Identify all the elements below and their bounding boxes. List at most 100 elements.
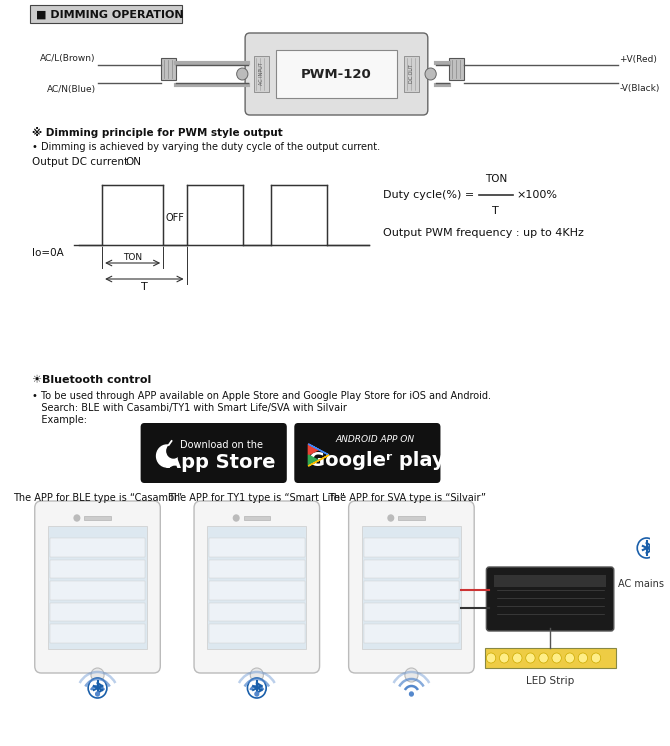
Bar	[50, 624, 145, 643]
Polygon shape	[308, 455, 329, 466]
Text: The APP for TY1 type is “Smart Life”: The APP for TY1 type is “Smart Life”	[168, 493, 345, 503]
Text: Io=0A: Io=0A	[32, 248, 64, 258]
Bar	[405, 56, 419, 92]
Bar	[276, 50, 397, 98]
Text: OFF: OFF	[165, 213, 184, 223]
Circle shape	[237, 68, 248, 80]
Circle shape	[578, 653, 588, 663]
Circle shape	[552, 653, 561, 663]
Bar	[209, 560, 305, 578]
Text: Output PWM frequency : up to 4KHz: Output PWM frequency : up to 4KHz	[383, 228, 584, 238]
Circle shape	[405, 668, 418, 682]
Text: Example:: Example:	[32, 415, 87, 425]
Circle shape	[247, 678, 266, 698]
Circle shape	[251, 668, 263, 682]
Bar	[450, 58, 464, 81]
Circle shape	[74, 515, 80, 521]
Polygon shape	[308, 455, 319, 466]
Circle shape	[565, 653, 574, 663]
Text: Search: BLE with Casambi/TY1 with Smart Life/SVA with Silvair: Search: BLE with Casambi/TY1 with Smart …	[32, 403, 347, 413]
Circle shape	[409, 692, 413, 696]
FancyBboxPatch shape	[294, 423, 440, 483]
Bar	[244, 516, 270, 520]
Circle shape	[388, 515, 393, 521]
Bar	[271, 185, 327, 245]
Bar	[494, 575, 606, 587]
Circle shape	[167, 444, 180, 458]
Text: AC/L(Brown): AC/L(Brown)	[40, 54, 96, 63]
Circle shape	[592, 653, 601, 663]
Text: LED Strip: LED Strip	[526, 676, 574, 686]
FancyBboxPatch shape	[348, 501, 474, 673]
Text: ANDROID APP ON: ANDROID APP ON	[335, 436, 415, 445]
Bar	[364, 560, 459, 578]
Text: Output DC current: Output DC current	[32, 157, 128, 167]
Bar	[50, 581, 145, 600]
FancyBboxPatch shape	[30, 5, 182, 23]
Text: DC OUT: DC OUT	[409, 65, 414, 84]
Circle shape	[91, 668, 104, 682]
Text: • To be used through APP available on Apple Store and Google Play Store for iOS : • To be used through APP available on Ap…	[32, 391, 491, 401]
Circle shape	[88, 678, 107, 698]
Circle shape	[539, 653, 548, 663]
Text: ※ Dimming principle for PWM style output: ※ Dimming principle for PWM style output	[32, 127, 283, 138]
Circle shape	[157, 445, 177, 467]
Bar	[364, 603, 459, 621]
Text: Duty cycle(%) =: Duty cycle(%) =	[383, 190, 474, 200]
Circle shape	[526, 653, 535, 663]
Polygon shape	[308, 444, 329, 455]
Bar	[398, 516, 425, 520]
Bar	[209, 538, 305, 557]
Circle shape	[637, 538, 656, 558]
Text: PWM-120: PWM-120	[301, 67, 372, 81]
Text: T: T	[141, 282, 148, 292]
Text: Googleʳ play: Googleʳ play	[309, 451, 445, 471]
Text: +V(Red): +V(Red)	[620, 55, 657, 64]
Bar	[161, 58, 176, 81]
Bar	[50, 560, 145, 578]
Circle shape	[486, 653, 496, 663]
Bar	[484, 648, 616, 668]
Text: ■ DIMMING OPERATION: ■ DIMMING OPERATION	[36, 10, 184, 19]
Bar	[48, 526, 147, 649]
Circle shape	[255, 692, 259, 696]
Text: TON: TON	[484, 174, 507, 184]
Text: TON: TON	[123, 253, 142, 262]
Text: App Store: App Store	[166, 453, 276, 471]
Circle shape	[425, 68, 436, 80]
Text: The APP for SVA type is “Silvair”: The APP for SVA type is “Silvair”	[328, 493, 486, 503]
Bar	[84, 516, 111, 520]
Bar	[207, 526, 306, 649]
FancyBboxPatch shape	[35, 501, 160, 673]
Bar	[271, 185, 327, 245]
FancyBboxPatch shape	[194, 501, 320, 673]
Text: ON: ON	[125, 157, 141, 167]
Text: The APP for BLE type is “Casambi”: The APP for BLE type is “Casambi”	[13, 493, 182, 503]
Circle shape	[96, 692, 99, 696]
Circle shape	[500, 653, 509, 663]
Text: T: T	[492, 206, 499, 216]
FancyBboxPatch shape	[141, 423, 287, 483]
Text: AC INPUT: AC INPUT	[259, 63, 263, 85]
FancyBboxPatch shape	[245, 33, 428, 115]
Bar	[253, 56, 269, 92]
Bar	[103, 185, 163, 245]
Text: ☀Bluetooth control: ☀Bluetooth control	[32, 375, 151, 385]
Bar	[362, 526, 461, 649]
Bar	[50, 603, 145, 621]
Bar	[186, 185, 243, 245]
Circle shape	[233, 515, 239, 521]
Bar	[364, 581, 459, 600]
Text: -V(Black): -V(Black)	[620, 84, 660, 93]
FancyBboxPatch shape	[486, 567, 614, 631]
Bar	[364, 624, 459, 643]
Bar	[103, 185, 163, 245]
Text: AC/N(Blue): AC/N(Blue)	[46, 84, 96, 94]
Bar	[364, 538, 459, 557]
Bar	[209, 581, 305, 600]
Text: • Dimming is achieved by varying the duty cycle of the output current.: • Dimming is achieved by varying the dut…	[32, 142, 380, 152]
Text: ×100%: ×100%	[517, 190, 557, 200]
Bar	[186, 185, 243, 245]
Text: Download on the: Download on the	[180, 440, 263, 450]
Bar	[209, 603, 305, 621]
